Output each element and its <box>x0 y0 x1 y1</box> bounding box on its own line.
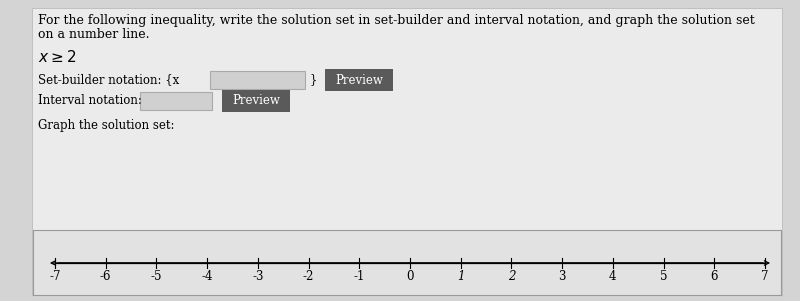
Text: Preview: Preview <box>335 73 383 86</box>
FancyBboxPatch shape <box>32 8 782 295</box>
FancyBboxPatch shape <box>222 90 290 112</box>
Text: Set-builder notation: {x: Set-builder notation: {x <box>38 73 179 86</box>
Text: For the following inequality, write the solution set in set-builder and interval: For the following inequality, write the … <box>38 14 754 27</box>
Text: 3: 3 <box>558 270 566 283</box>
Text: 6: 6 <box>710 270 718 283</box>
Text: -5: -5 <box>150 270 162 283</box>
Text: 5: 5 <box>660 270 667 283</box>
Text: $x \geq 2$: $x \geq 2$ <box>38 49 76 65</box>
Text: Graph the solution set:: Graph the solution set: <box>38 119 174 132</box>
Text: -2: -2 <box>303 270 314 283</box>
Text: on a number line.: on a number line. <box>38 28 150 41</box>
Text: -6: -6 <box>100 270 111 283</box>
Text: 0: 0 <box>406 270 414 283</box>
Text: Interval notation:: Interval notation: <box>38 94 142 107</box>
FancyBboxPatch shape <box>325 69 393 91</box>
Text: -4: -4 <box>202 270 213 283</box>
FancyBboxPatch shape <box>210 71 305 89</box>
Text: 2: 2 <box>508 270 515 283</box>
Text: -1: -1 <box>354 270 365 283</box>
Text: }: } <box>310 73 318 86</box>
FancyBboxPatch shape <box>140 92 212 110</box>
Text: -7: -7 <box>50 270 61 283</box>
Text: 4: 4 <box>609 270 617 283</box>
Text: 1: 1 <box>457 270 465 283</box>
Text: Preview: Preview <box>232 95 280 107</box>
Text: -3: -3 <box>252 270 264 283</box>
Text: 7: 7 <box>762 270 769 283</box>
FancyBboxPatch shape <box>33 230 781 295</box>
